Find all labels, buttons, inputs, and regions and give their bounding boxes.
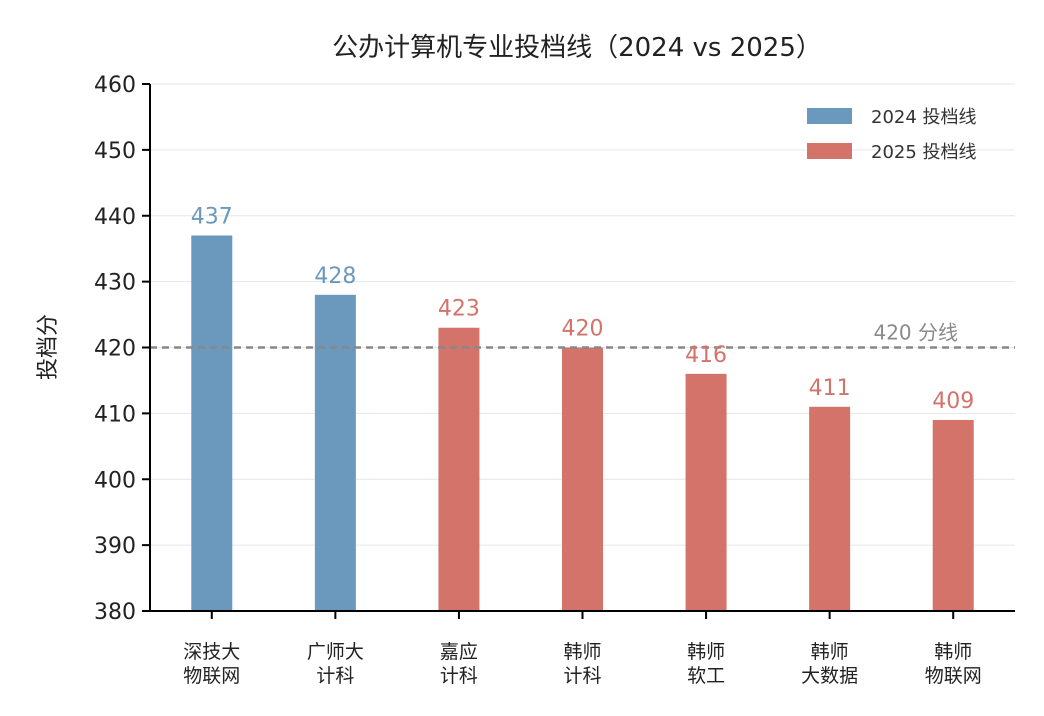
reference-line-label: 420 分线	[873, 321, 958, 345]
bar	[685, 373, 727, 611]
bar-value-label: 437	[191, 205, 233, 230]
y-tick-label: 380	[94, 600, 136, 625]
x-tick-label-line: 计科	[316, 665, 354, 687]
legend-label: 2024 投档线	[871, 107, 977, 128]
x-tick-label-line: 计科	[563, 665, 601, 687]
x-tick-label: 韩师计科	[563, 641, 601, 687]
x-tick-label-line: 韩师	[687, 641, 725, 663]
y-tick-label: 430	[94, 271, 136, 296]
x-tick-label-line: 广师大	[307, 641, 364, 663]
reference-line-group: 420 分线	[150, 321, 1015, 349]
bar-value-label: 423	[438, 297, 480, 322]
x-tick-label-line: 大数据	[801, 665, 858, 687]
bar	[932, 419, 974, 611]
bar	[438, 327, 480, 611]
y-axis-label: 投档分	[36, 314, 61, 380]
x-tick-label: 韩师物联网	[925, 641, 982, 687]
x-tick-label-line: 韩师	[934, 641, 972, 663]
bar	[191, 235, 233, 611]
x-tick-label-line: 韩师	[811, 641, 849, 663]
chart-title: 公办计算机专业投档线（2024 vs 2025）	[332, 33, 822, 63]
bar-value-label: 420	[562, 317, 604, 342]
bar	[314, 294, 356, 611]
legend: 2024 投档线 2025 投档线	[807, 107, 977, 163]
y-tick-label: 440	[94, 205, 136, 230]
x-tick-label: 韩师软工	[687, 641, 725, 687]
bars	[191, 235, 974, 611]
x-tick-label-line: 深技大	[183, 641, 240, 663]
x-tick-label: 嘉应计科	[440, 641, 478, 687]
x-tick-label-line: 韩师	[563, 641, 601, 663]
bar-value-label: 428	[314, 264, 356, 289]
y-tick-label: 450	[94, 139, 136, 164]
y-tick-label: 400	[94, 468, 136, 493]
bar-value-label: 416	[685, 343, 727, 368]
x-tick-label-line: 嘉应	[440, 641, 478, 663]
bar	[809, 406, 851, 611]
bar-value-label: 411	[809, 376, 851, 401]
value-labels: 437 428 423 420 416 411 409	[191, 205, 974, 414]
legend-swatch	[807, 143, 852, 159]
bar-value-label: 409	[932, 389, 974, 414]
x-tick-label: 深技大物联网	[183, 641, 240, 687]
x-tick-label-line: 软工	[687, 665, 725, 687]
x-tick-label: 广师大计科	[307, 641, 364, 687]
x-tick-label-line: 计科	[440, 665, 478, 687]
x-tick-label-line: 物联网	[925, 665, 982, 687]
y-tick-label: 410	[94, 402, 136, 427]
y-tick-label: 420	[94, 337, 136, 362]
x-tick-label: 韩师大数据	[801, 641, 858, 687]
legend-swatch	[807, 108, 852, 124]
bar	[562, 347, 603, 611]
y-tick-label: 460	[94, 73, 136, 98]
legend-label: 2025 投档线	[871, 142, 977, 163]
x-tick-label-line: 物联网	[183, 665, 240, 687]
y-tick-label: 390	[94, 534, 136, 559]
y-ticks: 380 390 400 410 420 430 440 450 460	[94, 73, 150, 625]
